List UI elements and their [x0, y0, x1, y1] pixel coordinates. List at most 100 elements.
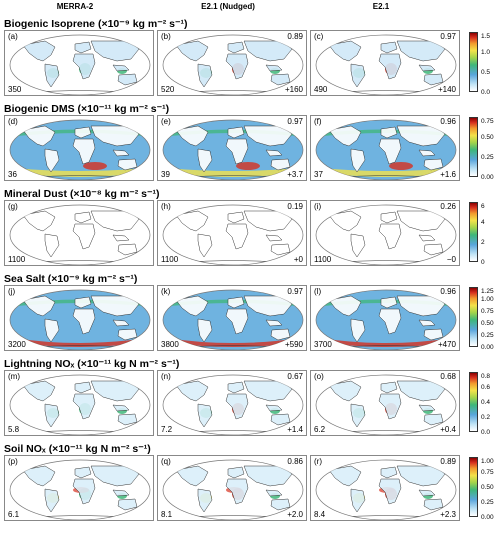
colorbar-tick: 0.00 — [481, 174, 494, 181]
colorbar — [469, 32, 478, 92]
variable-name: Biogenic Isoprene — [4, 18, 96, 30]
global-total: 8.1 — [161, 510, 173, 519]
difference: +1.4 — [287, 425, 303, 434]
row-title: Mineral Dust (×10⁻⁸ kg m⁻² s⁻¹) — [4, 188, 160, 200]
variable-unit: (×10⁻⁹ kg m⁻² s⁻¹) — [47, 273, 138, 285]
map-panel: (f) 37 0.96 +1.6 — [310, 115, 460, 181]
map-panel: (g) 1100 — [4, 200, 154, 266]
global-total: 37 — [314, 170, 323, 179]
panel-label: (n) — [161, 372, 171, 381]
map-panel: (r) 8.4 0.89 +2.3 — [310, 455, 460, 521]
colorbar-tick: 0.5 — [481, 69, 491, 76]
correlation: 0.19 — [287, 202, 303, 211]
variable-unit: (×10⁻¹¹ kg m⁻² s⁻¹) — [77, 103, 170, 115]
variable-unit: (×10⁻⁸ kg m⁻² s⁻¹) — [69, 188, 160, 200]
map-panel: (d) 36 — [4, 115, 154, 181]
panel-label: (l) — [314, 287, 322, 296]
map-panel: (p) 6.1 — [4, 455, 154, 521]
row-title: Sea Salt (×10⁻⁹ kg m⁻² s⁻¹) — [4, 273, 137, 285]
panel-label: (c) — [314, 32, 324, 41]
colorbar-tick: 0.4 — [481, 399, 491, 406]
colorbar — [469, 117, 478, 177]
colorbar-tick: 0.50 — [481, 484, 494, 491]
colorbar — [469, 457, 478, 517]
global-total: 7.2 — [161, 425, 173, 434]
panel-label: (q) — [161, 457, 171, 466]
panel-label: (a) — [8, 32, 18, 41]
colorbar-tick: 1.00 — [481, 458, 494, 465]
colorbar-tick: 0.75 — [481, 308, 494, 315]
global-total: 3800 — [161, 340, 179, 349]
correlation: 0.96 — [440, 117, 456, 126]
panel-label: (d) — [8, 117, 18, 126]
global-total: 6.2 — [314, 425, 326, 434]
map-panel: (l) 3700 0.96 +470 — [310, 285, 460, 351]
colorbar-tick: 0.75 — [481, 469, 494, 476]
global-total: 36 — [8, 170, 17, 179]
map-panel: (q) 8.1 0.86 +2.0 — [157, 455, 307, 521]
panel-label: (k) — [161, 287, 171, 296]
global-total: 1100 — [8, 255, 26, 264]
panel-label: (f) — [314, 117, 322, 126]
row-title: Biogenic Isoprene (×10⁻⁹ kg m⁻² s⁻¹) — [4, 18, 188, 30]
global-total: 520 — [161, 85, 175, 94]
variable-name: Lightning NOₓ — [4, 358, 75, 370]
colorbar-tick: 0.50 — [481, 320, 494, 327]
colorbar-tick: 0.75 — [481, 118, 494, 125]
difference: +0 — [293, 255, 303, 264]
correlation: 0.97 — [440, 32, 456, 41]
variable-name: Sea Salt — [4, 273, 45, 285]
difference: +470 — [437, 340, 456, 349]
difference: +160 — [284, 85, 303, 94]
global-total: 3700 — [314, 340, 332, 349]
column-header-3: E2.1 — [372, 2, 390, 11]
variable-unit: (×10⁻⁹ kg m⁻² s⁻¹) — [97, 18, 188, 30]
global-total: 39 — [161, 170, 170, 179]
difference: +2.0 — [287, 510, 303, 519]
correlation: 0.89 — [287, 32, 303, 41]
colorbar-tick: 0.00 — [481, 514, 494, 521]
difference: +590 — [284, 340, 303, 349]
variable-name: Soil NOₓ — [4, 443, 46, 455]
row-title: Biogenic DMS (×10⁻¹¹ kg m⁻² s⁻¹) — [4, 103, 169, 115]
map-panel: (e) 39 0.97 +3.7 — [157, 115, 307, 181]
global-total: 3200 — [8, 340, 26, 349]
correlation: 0.97 — [287, 287, 303, 296]
column-header-1: MERRA-2 — [56, 2, 94, 11]
map-panel: (c) 490 0.97 +140 — [310, 30, 460, 96]
global-total: 490 — [314, 85, 328, 94]
difference: +0.4 — [440, 425, 456, 434]
variable-unit: (×10⁻¹¹ kg N m⁻² s⁻¹) — [48, 443, 151, 455]
map-panel: (k) 3800 0.97 +590 — [157, 285, 307, 351]
colorbar — [469, 287, 478, 347]
colorbar-tick: 0.6 — [481, 384, 491, 391]
colorbar-tick: 0.25 — [481, 154, 494, 161]
colorbar-tick: 1.5 — [481, 33, 491, 40]
variable-name: Mineral Dust — [4, 188, 68, 200]
colorbar-tick: 1.25 — [481, 288, 494, 295]
difference: +140 — [437, 85, 456, 94]
difference: −0 — [446, 255, 456, 264]
panel-label: (o) — [314, 372, 324, 381]
panel-label: (i) — [314, 202, 322, 211]
map-panel: (n) 7.2 0.67 +1.4 — [157, 370, 307, 436]
colorbar-tick: 0.25 — [481, 499, 494, 506]
map-panel: (h) 1100 0.19 +0 — [157, 200, 307, 266]
correlation: 0.89 — [440, 457, 456, 466]
correlation: 0.67 — [287, 372, 303, 381]
global-total: 5.8 — [8, 425, 20, 434]
panel-label: (b) — [161, 32, 171, 41]
colorbar-tick: 0.0 — [481, 89, 491, 96]
global-total: 1100 — [161, 255, 179, 264]
panel-label: (e) — [161, 117, 171, 126]
global-total: 8.4 — [314, 510, 326, 519]
colorbar-tick: 0.25 — [481, 332, 494, 339]
colorbar — [469, 202, 478, 262]
global-total: 350 — [8, 85, 22, 94]
colorbar-tick: 0.50 — [481, 134, 494, 141]
panel-label: (p) — [8, 457, 18, 466]
global-total: 6.1 — [8, 510, 20, 519]
variable-name: Biogenic DMS — [4, 103, 75, 115]
correlation: 0.97 — [287, 117, 303, 126]
difference: +3.7 — [287, 170, 303, 179]
